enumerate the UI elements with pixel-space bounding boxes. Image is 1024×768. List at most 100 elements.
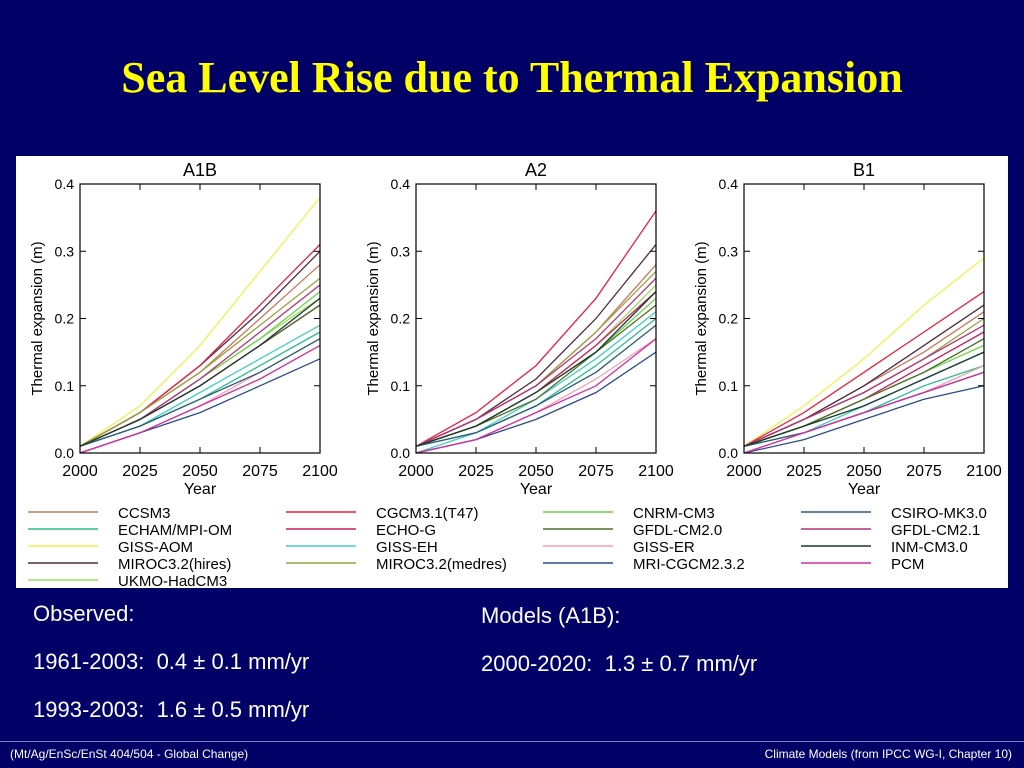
series-line-giss-er [415, 338, 657, 454]
models-block: Models (A1B): 2000-2020: 1.3 ± 0.7 mm/yr [481, 604, 757, 700]
observed-row: 1961-2003: 0.4 ± 0.1 mm/yr [33, 650, 309, 674]
series-line-giss-aom [79, 197, 321, 447]
y-tick-label: 0.1 [55, 378, 75, 394]
x-tick-label: 2100 [302, 463, 338, 480]
series-line-pcm [79, 344, 321, 454]
legend-label: GFDL-CM2.0 [633, 522, 722, 539]
series-line-csiro-mk3-0 [79, 338, 321, 447]
legend-label: CGCM3.1(T47) [376, 505, 479, 522]
x-tick-label: 2050 [518, 463, 554, 480]
series-line-miroc3-2-medres- [79, 277, 321, 447]
models-heading: Models (A1B): [481, 603, 621, 628]
legend-label: ECHAM/MPI-OM [118, 522, 232, 539]
x-tick-label: 2075 [578, 463, 614, 480]
panel-title: B1 [853, 160, 875, 180]
series-line-echo-g [743, 331, 985, 447]
series-line-cgcm3-1-t47- [743, 291, 985, 447]
observed-rate: 1.6 ± 0.5 mm/yr [156, 697, 310, 722]
observed-period: 1993-2003: [33, 697, 145, 722]
y-axis-label: Thermal expansion (m) [693, 241, 710, 395]
legend-label: INM-CM3.0 [891, 539, 968, 556]
y-tick-label: 0.4 [719, 176, 739, 192]
x-tick-label: 2075 [242, 463, 278, 480]
series-line-csiro-mk3-0 [415, 324, 657, 447]
x-tick-label: 2050 [846, 463, 882, 480]
series-line-giss-aom [743, 257, 985, 447]
models-period: 2000-2020: [481, 651, 593, 676]
y-tick-label: 0.3 [719, 243, 739, 259]
series-line-ccsm3 [79, 264, 321, 447]
observed-heading: Observed: [33, 601, 135, 626]
legend-label: GFDL-CM2.1 [891, 522, 980, 539]
figure-panel: 2000 2025 2050 2075 2100 0.0 0.1 0.2 0.3 0.4 A1B Ye… [16, 156, 1008, 588]
footer-source: Climate Models (from IPCC WG-I, Chapter … [764, 747, 1012, 761]
legend-label: CNRM-CM3 [633, 505, 715, 522]
x-tick-label: 2000 [726, 463, 762, 480]
legend-label: UKMO-HadCM3 [118, 573, 227, 588]
series-line-pcm [743, 371, 985, 454]
observed-rate: 0.4 ± 0.1 mm/yr [156, 649, 310, 674]
y-tick-label: 0.2 [55, 311, 75, 327]
x-tick-label: 2100 [966, 463, 1002, 480]
observed-block: Observed: 1961-2003: 0.4 ± 0.1 mm/yr 199… [33, 602, 309, 746]
series-line-giss-er [79, 338, 321, 454]
y-axis-label: Thermal expansion (m) [365, 241, 382, 395]
slide-title: Sea Level Rise due to Thermal Expansion [121, 53, 903, 102]
models-rate: 1.3 ± 0.7 mm/yr [604, 651, 758, 676]
legend-label: GISS-ER [633, 539, 695, 556]
series-line-mri-cgcm2-3-2 [743, 385, 985, 454]
series-line-gfdl-cm2-1 [743, 324, 985, 447]
observed-period: 1961-2003: [33, 649, 145, 674]
y-tick-label: 0.0 [55, 445, 75, 461]
y-axis-label: Thermal expansion (m) [29, 241, 46, 395]
y-tick-label: 0.1 [391, 378, 411, 394]
x-tick-label: 2025 [122, 463, 158, 480]
series-line-giss-er [743, 365, 985, 454]
x-axis-label: Year [520, 481, 553, 498]
legend-label: GISS-AOM [118, 539, 193, 556]
x-axis-label: Year [848, 481, 881, 498]
series-line-miroc3-2-hires- [743, 304, 985, 447]
series-line-cgcm3-1-t47- [415, 210, 657, 447]
observed-row: 1993-2003: 1.6 ± 0.5 mm/yr [33, 698, 309, 722]
legend-label: CSIRO-MK3.0 [891, 505, 987, 522]
y-tick-label: 0.2 [719, 311, 739, 327]
x-tick-label: 2100 [638, 463, 674, 480]
y-tick-label: 0.1 [719, 378, 739, 394]
x-tick-label: 2050 [182, 463, 218, 480]
series-line-cnrm-cm3 [743, 344, 985, 447]
series-line-cnrm-cm3 [79, 291, 321, 447]
models-row: 2000-2020: 1.3 ± 0.7 mm/yr [481, 652, 757, 676]
y-tick-label: 0.0 [391, 445, 411, 461]
legend-label: PCM [891, 556, 924, 573]
footer-course: (Mt/Ag/EnSc/EnSt 404/504 - Global Change… [10, 747, 249, 761]
y-tick-label: 0.0 [719, 445, 739, 461]
x-axis-label: Year [184, 481, 217, 498]
series-line-gfdl-cm2-1 [415, 277, 657, 447]
series-line-miroc3-2-hires- [415, 244, 657, 447]
legend-label: MRI-CGCM2.3.2 [633, 556, 745, 573]
series-line-inm-cm3-0 [743, 351, 985, 447]
legend-label: CCSM3 [118, 505, 171, 522]
thermal-expansion-charts: 2000 2025 2050 2075 2100 0.0 0.1 0.2 0.3 0.4 A1B Ye… [28, 160, 1002, 588]
panel-title: A1B [183, 160, 217, 180]
series-line-echam-mpi-om [79, 331, 321, 447]
x-tick-label: 2075 [906, 463, 942, 480]
panel-title: A2 [525, 160, 547, 180]
footer-divider [0, 741, 1024, 742]
y-tick-label: 0.3 [391, 243, 411, 259]
y-tick-label: 0.3 [55, 243, 75, 259]
y-tick-label: 0.4 [55, 176, 75, 192]
y-tick-label: 0.2 [391, 311, 411, 327]
series-line-inm-cm3-0 [415, 291, 657, 447]
y-tick-label: 0.4 [391, 176, 411, 192]
x-tick-label: 2025 [458, 463, 494, 480]
x-tick-label: 2025 [786, 463, 822, 480]
legend-label: MIROC3.2(hires) [118, 556, 231, 573]
x-tick-label: 2000 [398, 463, 434, 480]
series-line-pcm [415, 338, 657, 454]
series-line-inm-cm3-0 [79, 297, 321, 447]
legend-label: GISS-EH [376, 539, 438, 556]
legend-label: MIROC3.2(medres) [376, 556, 507, 573]
series-line-echam-mpi-om [415, 317, 657, 447]
